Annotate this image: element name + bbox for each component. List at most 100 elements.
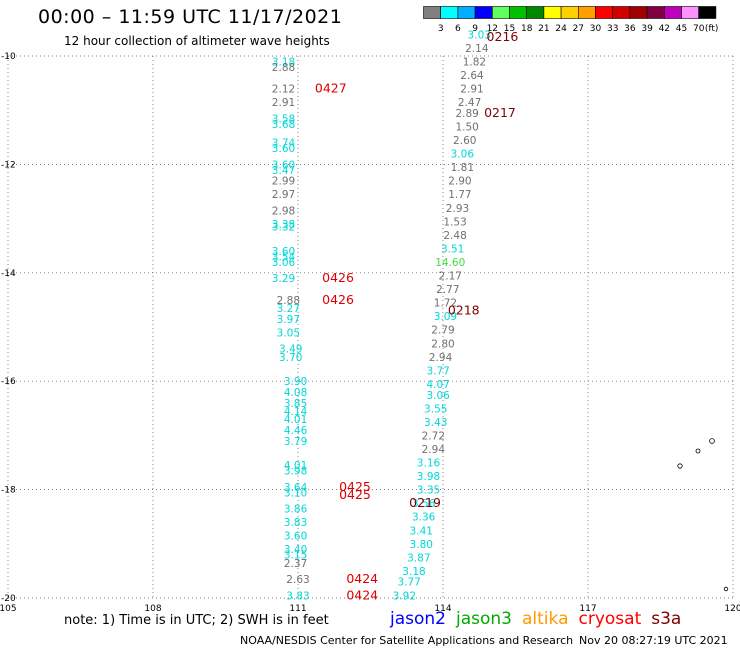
colorbar-label: 18 [521, 24, 533, 34]
colorbar-label: 42 [659, 24, 670, 34]
x-tick-label: 108 [144, 604, 161, 614]
satellite-label: cryosat [578, 609, 642, 629]
wave-height-value: 3.54 [272, 252, 296, 264]
wave-height-value: 2.98 [272, 205, 295, 217]
pass-time-label: 0218 [448, 303, 480, 318]
wave-height-value: 3.97 [277, 314, 300, 326]
pass-time-label: 0426 [322, 292, 354, 307]
wave-height-value: 2.17 [439, 271, 462, 283]
wave-height-value: 2.37 [284, 558, 307, 570]
wave-height-value: 1.77 [448, 189, 471, 201]
y-tick-label: -20 [1, 594, 16, 604]
pass-time-label: 0424 [346, 587, 378, 602]
wave-height-value: 1.50 [455, 121, 478, 133]
colorbar-label: 27 [573, 24, 584, 34]
colorbar-label: 3 [438, 24, 444, 34]
wave-height-value: 2.77 [436, 284, 459, 296]
satellite-label: jason3 [456, 609, 512, 629]
satellite-label: jason2 [390, 609, 446, 629]
colorbar-label: 70 [693, 24, 705, 34]
wave-height-value: 3.06 [451, 149, 475, 161]
wave-height-value: 1.81 [451, 162, 474, 174]
y-tick-label: -10 [1, 52, 16, 62]
y-tick-label: -18 [1, 486, 16, 496]
wave-height-value: 3.32 [272, 222, 295, 234]
wave-height-value: 2.14 [465, 43, 489, 55]
wave-height-value: 3.86 [284, 504, 308, 516]
colorbar-unit: (ft) [705, 24, 719, 34]
x-tick-label: 105 [0, 604, 17, 614]
wave-height-value: 3.77 [397, 577, 420, 589]
wave-height-value: 3.16 [417, 458, 441, 470]
wave-height-value: 3.18 [402, 566, 425, 578]
wave-height-value: 3.79 [284, 436, 307, 448]
wave-height-value: 2.47 [458, 97, 481, 109]
wave-height-value: 2.91 [272, 97, 295, 109]
wave-height-value: 3.18 [272, 56, 295, 68]
wave-height-value: 2.94 [429, 352, 453, 364]
wave-height-value: 3.58 [272, 113, 295, 125]
wave-height-value: 2.63 [286, 574, 309, 586]
colorbar-label: 45 [676, 24, 687, 34]
wave-height-value: 3.56 [412, 498, 436, 510]
y-tick-label: -14 [1, 269, 16, 279]
wave-height-value: 4.01 [284, 460, 307, 472]
pass-time-label: 0426 [322, 270, 354, 285]
satellite-legend: jason2 jason3 altika cryosat s3a [390, 609, 691, 629]
wave-height-value: 3.49 [279, 344, 302, 356]
wave-height-value: 2.99 [272, 176, 295, 188]
wave-height-value: 2.12 [272, 84, 295, 96]
wave-height-value: 2.91 [460, 84, 483, 96]
wave-height-value: 3.47 [272, 165, 295, 177]
pass-time-label: 0425 [339, 487, 371, 502]
wave-height-value: 2.88 [277, 295, 300, 307]
wave-height-value: 3.60 [272, 246, 295, 258]
credit-text: NOAA/NESDIS Center for Satellite Applica… [240, 634, 574, 647]
wave-height-value: 3.06 [426, 390, 450, 402]
wave-height-value: 3.38 [272, 219, 295, 231]
wave-height-value: 1.72 [434, 298, 457, 310]
y-tick-label: -12 [1, 160, 16, 170]
wave-height-value: 1.82 [463, 56, 486, 68]
wave-height-value: 2.90 [448, 176, 471, 188]
wave-height-value: 1.53 [443, 216, 466, 228]
wave-height-value: 3.43 [424, 417, 447, 429]
wave-height-value: 2.89 [455, 108, 478, 120]
wave-height-value: 2.48 [443, 230, 466, 242]
x-tick-label: 117 [579, 604, 596, 614]
x-tick-label: 114 [434, 604, 451, 614]
wave-height-value: 2.97 [272, 189, 295, 201]
colorbar-label: 36 [624, 24, 636, 34]
pass-time-label: 0216 [487, 29, 519, 44]
wave-height-value: 3.70 [279, 352, 302, 364]
wave-height-value: 2.64 [460, 70, 484, 82]
wave-height-value: 3.74 [272, 138, 296, 150]
pass-time-label: 0219 [409, 495, 441, 510]
island-outline [677, 463, 683, 469]
colorbar-legend: 3 6 9 12 15 18 21 24 27 30 33 36 39 42 45 70 (ft) [423, 6, 719, 34]
wave-height-value: 3.60 [272, 159, 295, 171]
wave-height-value: 3.92 [393, 590, 416, 602]
generated-timestamp: Nov 20 08:27:19 UTC 2021 [579, 634, 728, 647]
wave-height-value: 3.90 [284, 376, 307, 388]
wave-height-value: 3.51 [441, 243, 464, 255]
wave-height-value: 2.79 [431, 325, 454, 337]
x-tick-label: 111 [289, 604, 306, 614]
wave-height-value: 4.46 [284, 425, 308, 437]
wave-height-value: 4.07 [426, 379, 449, 391]
chart-title: 00:00 – 11:59 UTC 11/17/2021 [38, 6, 343, 28]
wave-height-value: 2.94 [422, 444, 446, 456]
pass-time-label: 0424 [346, 571, 378, 586]
colorbar-label: 12 [487, 24, 498, 34]
wave-height-value: 2.60 [453, 135, 476, 147]
wave-height-value: 3.77 [426, 365, 449, 377]
island-outline [723, 586, 729, 592]
wave-height-value: 3.60 [284, 531, 307, 543]
wave-height-value: 3.85 [284, 398, 307, 410]
island-outline [709, 438, 715, 444]
wave-height-value: 3.55 [424, 403, 447, 415]
wave-height-value: 2.88 [272, 62, 295, 74]
wave-height-plot: 105 108 111 114 117 120 -10 -12 -14 -16 -18 -20 3.18… [0, 29, 740, 614]
wave-height-value: 3.05 [277, 327, 300, 339]
pass-time-label: 0217 [484, 105, 516, 120]
